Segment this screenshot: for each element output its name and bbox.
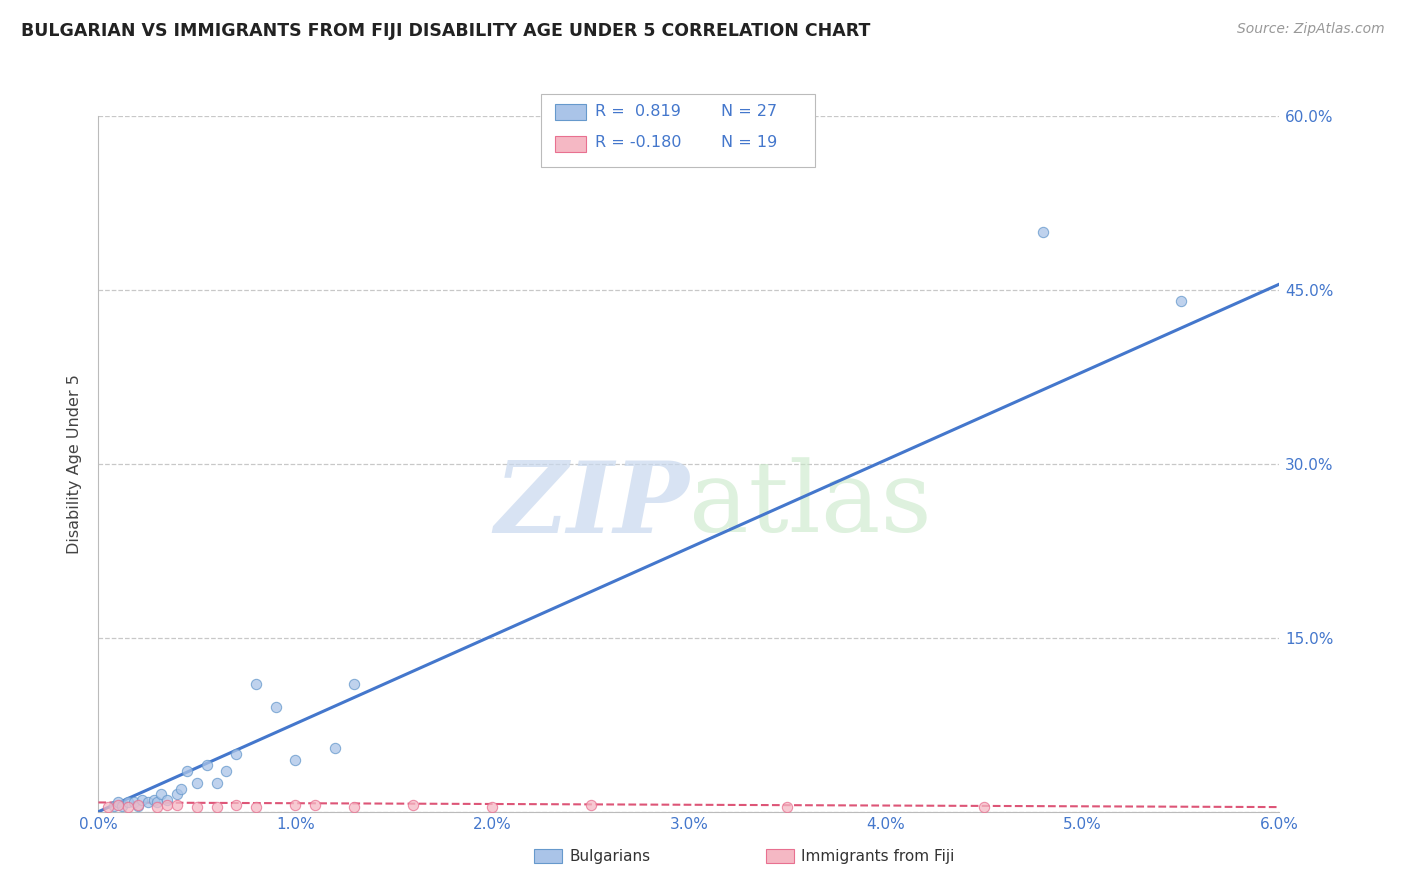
Point xyxy=(225,747,247,761)
Point xyxy=(127,797,149,812)
Text: R = -0.180: R = -0.180 xyxy=(595,136,682,150)
Point xyxy=(103,799,125,814)
Point xyxy=(176,764,198,778)
Text: BULGARIAN VS IMMIGRANTS FROM FIJI DISABILITY AGE UNDER 5 CORRELATION CHART: BULGARIAN VS IMMIGRANTS FROM FIJI DISABI… xyxy=(21,22,870,40)
Text: atlas: atlas xyxy=(689,458,932,553)
Point xyxy=(323,740,346,755)
Point xyxy=(284,753,307,767)
Point xyxy=(107,797,129,812)
Point xyxy=(205,800,228,814)
Point xyxy=(245,677,267,691)
Point xyxy=(186,800,208,814)
Point xyxy=(215,764,238,778)
Point xyxy=(1170,294,1192,309)
Point xyxy=(343,800,366,814)
Point xyxy=(1032,225,1054,239)
Point xyxy=(146,796,169,810)
Text: Bulgarians: Bulgarians xyxy=(569,849,651,863)
Text: R =  0.819: R = 0.819 xyxy=(595,104,681,119)
Point xyxy=(166,788,188,801)
Point xyxy=(156,793,179,807)
Point xyxy=(146,800,169,814)
Point xyxy=(156,797,179,812)
Point xyxy=(579,797,602,812)
Text: Immigrants from Fiji: Immigrants from Fiji xyxy=(801,849,955,863)
Text: N = 27: N = 27 xyxy=(721,104,778,119)
Point xyxy=(107,796,129,810)
Point xyxy=(111,799,134,814)
Point xyxy=(117,796,139,810)
Point xyxy=(127,799,149,814)
Point xyxy=(150,788,173,801)
Point xyxy=(343,677,366,691)
Point xyxy=(264,700,287,714)
Point xyxy=(170,781,193,796)
Point xyxy=(284,797,307,812)
Point xyxy=(225,797,247,812)
Y-axis label: Disability Age Under 5: Disability Age Under 5 xyxy=(66,374,82,554)
Text: N = 19: N = 19 xyxy=(721,136,778,150)
Point xyxy=(136,796,159,810)
Point xyxy=(186,775,208,790)
Point xyxy=(195,758,218,772)
Text: Source: ZipAtlas.com: Source: ZipAtlas.com xyxy=(1237,22,1385,37)
Point xyxy=(776,800,799,814)
Point xyxy=(166,797,188,812)
Point xyxy=(245,800,267,814)
Point xyxy=(122,796,145,810)
Point xyxy=(97,800,120,814)
Point xyxy=(402,797,425,812)
Point xyxy=(117,800,139,814)
Point xyxy=(142,793,165,807)
Point xyxy=(304,797,326,812)
Point xyxy=(973,800,995,814)
Point xyxy=(481,800,503,814)
Point xyxy=(131,793,153,807)
Point xyxy=(205,775,228,790)
Text: ZIP: ZIP xyxy=(494,458,689,554)
